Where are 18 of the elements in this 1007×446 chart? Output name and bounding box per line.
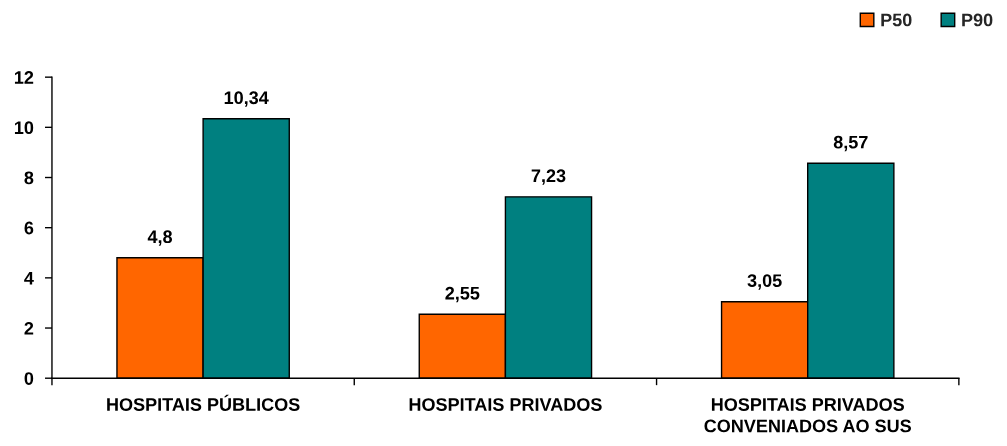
data-label: 10,34 <box>224 91 269 107</box>
y-tick-label: 4 <box>24 271 34 285</box>
data-label: 8,57 <box>833 135 868 152</box>
x-tick-label: HOSPITAIS PRIVADOS <box>409 398 602 411</box>
x-tick-label: HOSPITAIS PÚBLICOS <box>107 394 300 411</box>
y-tick-label: 10 <box>14 121 34 135</box>
y-tick-label: 0 <box>24 372 34 385</box>
data-label: 3,05 <box>747 274 782 290</box>
data-label: 7,23 <box>531 169 566 185</box>
x-tick-label: HOSPITAIS PRIVADOS CONVENIADOS AO SUS <box>704 398 911 433</box>
data-label: 4,8 <box>147 230 173 246</box>
legend-label: P50 <box>881 13 912 27</box>
data-label: 2,55 <box>445 286 480 303</box>
legend-label: P90 <box>962 13 993 27</box>
y-tick-label: 12 <box>14 71 34 84</box>
y-tick-label: 2 <box>24 321 34 335</box>
y-tick-label: 6 <box>24 221 34 235</box>
y-tick-label: 8 <box>24 171 34 185</box>
